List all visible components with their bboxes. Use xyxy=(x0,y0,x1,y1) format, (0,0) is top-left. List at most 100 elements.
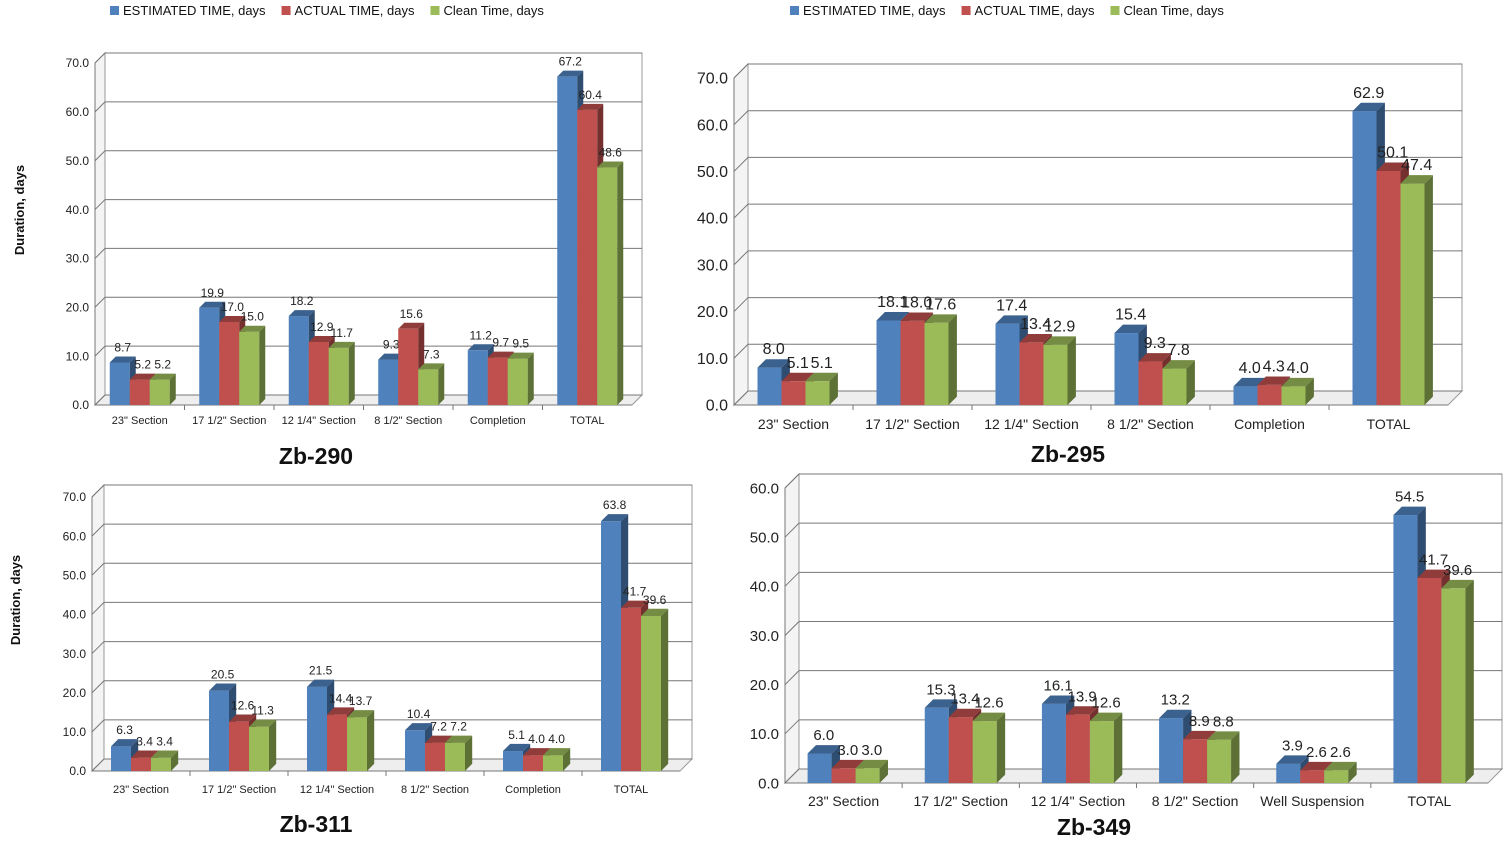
bar-top xyxy=(467,344,494,351)
bar-top xyxy=(1089,712,1123,722)
bar-front xyxy=(757,367,782,405)
bar-top xyxy=(229,714,257,722)
bar-top xyxy=(641,608,669,616)
bar-top xyxy=(1352,102,1385,112)
x-category-label: 12 1/4" Section xyxy=(282,415,356,427)
data-label: 7.3 xyxy=(423,347,440,361)
gridline xyxy=(94,199,642,210)
y-axis-title: Duration, days xyxy=(8,555,23,645)
y-tick-label: 30.0 xyxy=(697,257,728,274)
data-label: 15.4 xyxy=(1115,307,1146,324)
bar-top xyxy=(807,745,840,754)
bar-side xyxy=(348,341,355,405)
legend-label: ESTIMATED TIME, days xyxy=(123,3,266,18)
data-label: 12.9 xyxy=(1044,318,1075,335)
gridline xyxy=(91,484,692,498)
data-label: 15.3 xyxy=(926,681,955,698)
bar-clean xyxy=(347,710,375,771)
gridline xyxy=(733,63,1462,79)
gridline xyxy=(94,52,642,64)
x-category-label: Completion xyxy=(505,784,561,796)
bar-clean xyxy=(641,608,669,771)
bar-front xyxy=(543,755,563,771)
bar-top xyxy=(149,373,176,380)
bar-top xyxy=(418,363,445,370)
x-category-label: 8 1/2" Section xyxy=(1152,793,1239,809)
bar-top xyxy=(805,372,838,382)
data-label: 7.8 xyxy=(1168,342,1190,359)
data-label: 7.2 xyxy=(430,720,447,734)
legend-swatch xyxy=(961,6,971,15)
y-tick-label: 50.0 xyxy=(750,529,779,546)
bar-clean xyxy=(855,759,888,783)
bar-front xyxy=(378,359,399,405)
bar-top xyxy=(557,70,584,77)
bar-side xyxy=(259,325,266,405)
data-label: 9.7 xyxy=(492,336,509,350)
legend: ESTIMATED TIME, days ACTUAL TIME, days Cle… xyxy=(110,3,544,18)
bar-side xyxy=(1465,579,1474,783)
bar-side xyxy=(1424,175,1433,405)
bar-side xyxy=(171,750,179,771)
bar-front xyxy=(1138,361,1163,405)
plot-back-wall xyxy=(104,52,643,396)
bar-top xyxy=(577,103,604,110)
bar-clean xyxy=(249,719,277,771)
chart-title: Zb-295 xyxy=(1031,441,1105,467)
gridline xyxy=(733,156,1462,172)
bar-top xyxy=(109,356,136,363)
bar-front xyxy=(1324,770,1349,783)
bar-front xyxy=(1281,386,1306,405)
bar-front xyxy=(597,167,618,405)
bar-front xyxy=(577,109,598,405)
data-label: 17.4 xyxy=(996,297,1027,314)
bar-front xyxy=(924,322,949,405)
chart-title: Zb-311 xyxy=(280,811,353,837)
bar-front xyxy=(557,76,578,406)
chart-zb-290: 0.0 10.0 20.0 30.0 40.0 50.0 60.0 70.0 23" Secti… xyxy=(12,3,644,469)
bar-top xyxy=(1041,695,1075,704)
x-category-label: 17 1/2" Section xyxy=(192,415,266,427)
bar-front xyxy=(467,350,488,405)
bar-clean xyxy=(924,314,957,405)
data-label: 20.5 xyxy=(211,668,235,682)
gridline xyxy=(94,247,642,259)
x-category-label: 8 1/2" Section xyxy=(374,415,442,427)
bar-top xyxy=(1019,334,1052,343)
data-label: 3.9 xyxy=(1282,737,1303,754)
data-label: 13.4 xyxy=(1020,316,1051,333)
data-label: 3.0 xyxy=(861,742,882,759)
data-label: 54.5 xyxy=(1395,489,1424,506)
bar-front xyxy=(876,320,901,405)
bar-clean xyxy=(972,712,1006,783)
gridline xyxy=(733,250,1462,266)
x-category-label: TOTAL xyxy=(1408,793,1452,809)
bar-front xyxy=(239,331,260,405)
gridline xyxy=(91,719,692,733)
bar-top xyxy=(1417,569,1450,578)
chart-title: Zb-290 xyxy=(279,443,353,469)
bar-front xyxy=(1393,515,1418,783)
data-label: 18.0 xyxy=(901,295,932,312)
data-label: 5.1 xyxy=(787,355,809,372)
bar-side xyxy=(438,363,445,405)
legend-label: ACTUAL TIME, days xyxy=(975,3,1095,18)
plot-side-wall xyxy=(733,62,749,407)
chart-zb-295: 0.0 10.0 20.0 30.0 40.0 50.0 60.0 70.0 23" Secti… xyxy=(697,3,1464,467)
data-label: 5.1 xyxy=(811,355,833,372)
bar-side xyxy=(661,608,669,771)
data-label: 47.4 xyxy=(1401,157,1432,174)
data-label: 4.0 xyxy=(1287,360,1309,377)
legend-label: ACTUAL TIME, days xyxy=(295,3,415,18)
gridline xyxy=(733,110,1462,126)
bar-top xyxy=(111,739,139,747)
bar-top xyxy=(621,600,649,608)
data-label: 11.2 xyxy=(470,328,493,342)
y-tick-label: 20.0 xyxy=(697,304,728,321)
bar-top xyxy=(1441,579,1474,589)
data-label: 3.4 xyxy=(156,734,173,748)
y-tick-label: 10.0 xyxy=(63,725,87,739)
legend-label: Clean Time, days xyxy=(443,3,544,18)
bar-top xyxy=(1400,175,1433,184)
x-category-label: Well Suspension xyxy=(1260,793,1364,809)
